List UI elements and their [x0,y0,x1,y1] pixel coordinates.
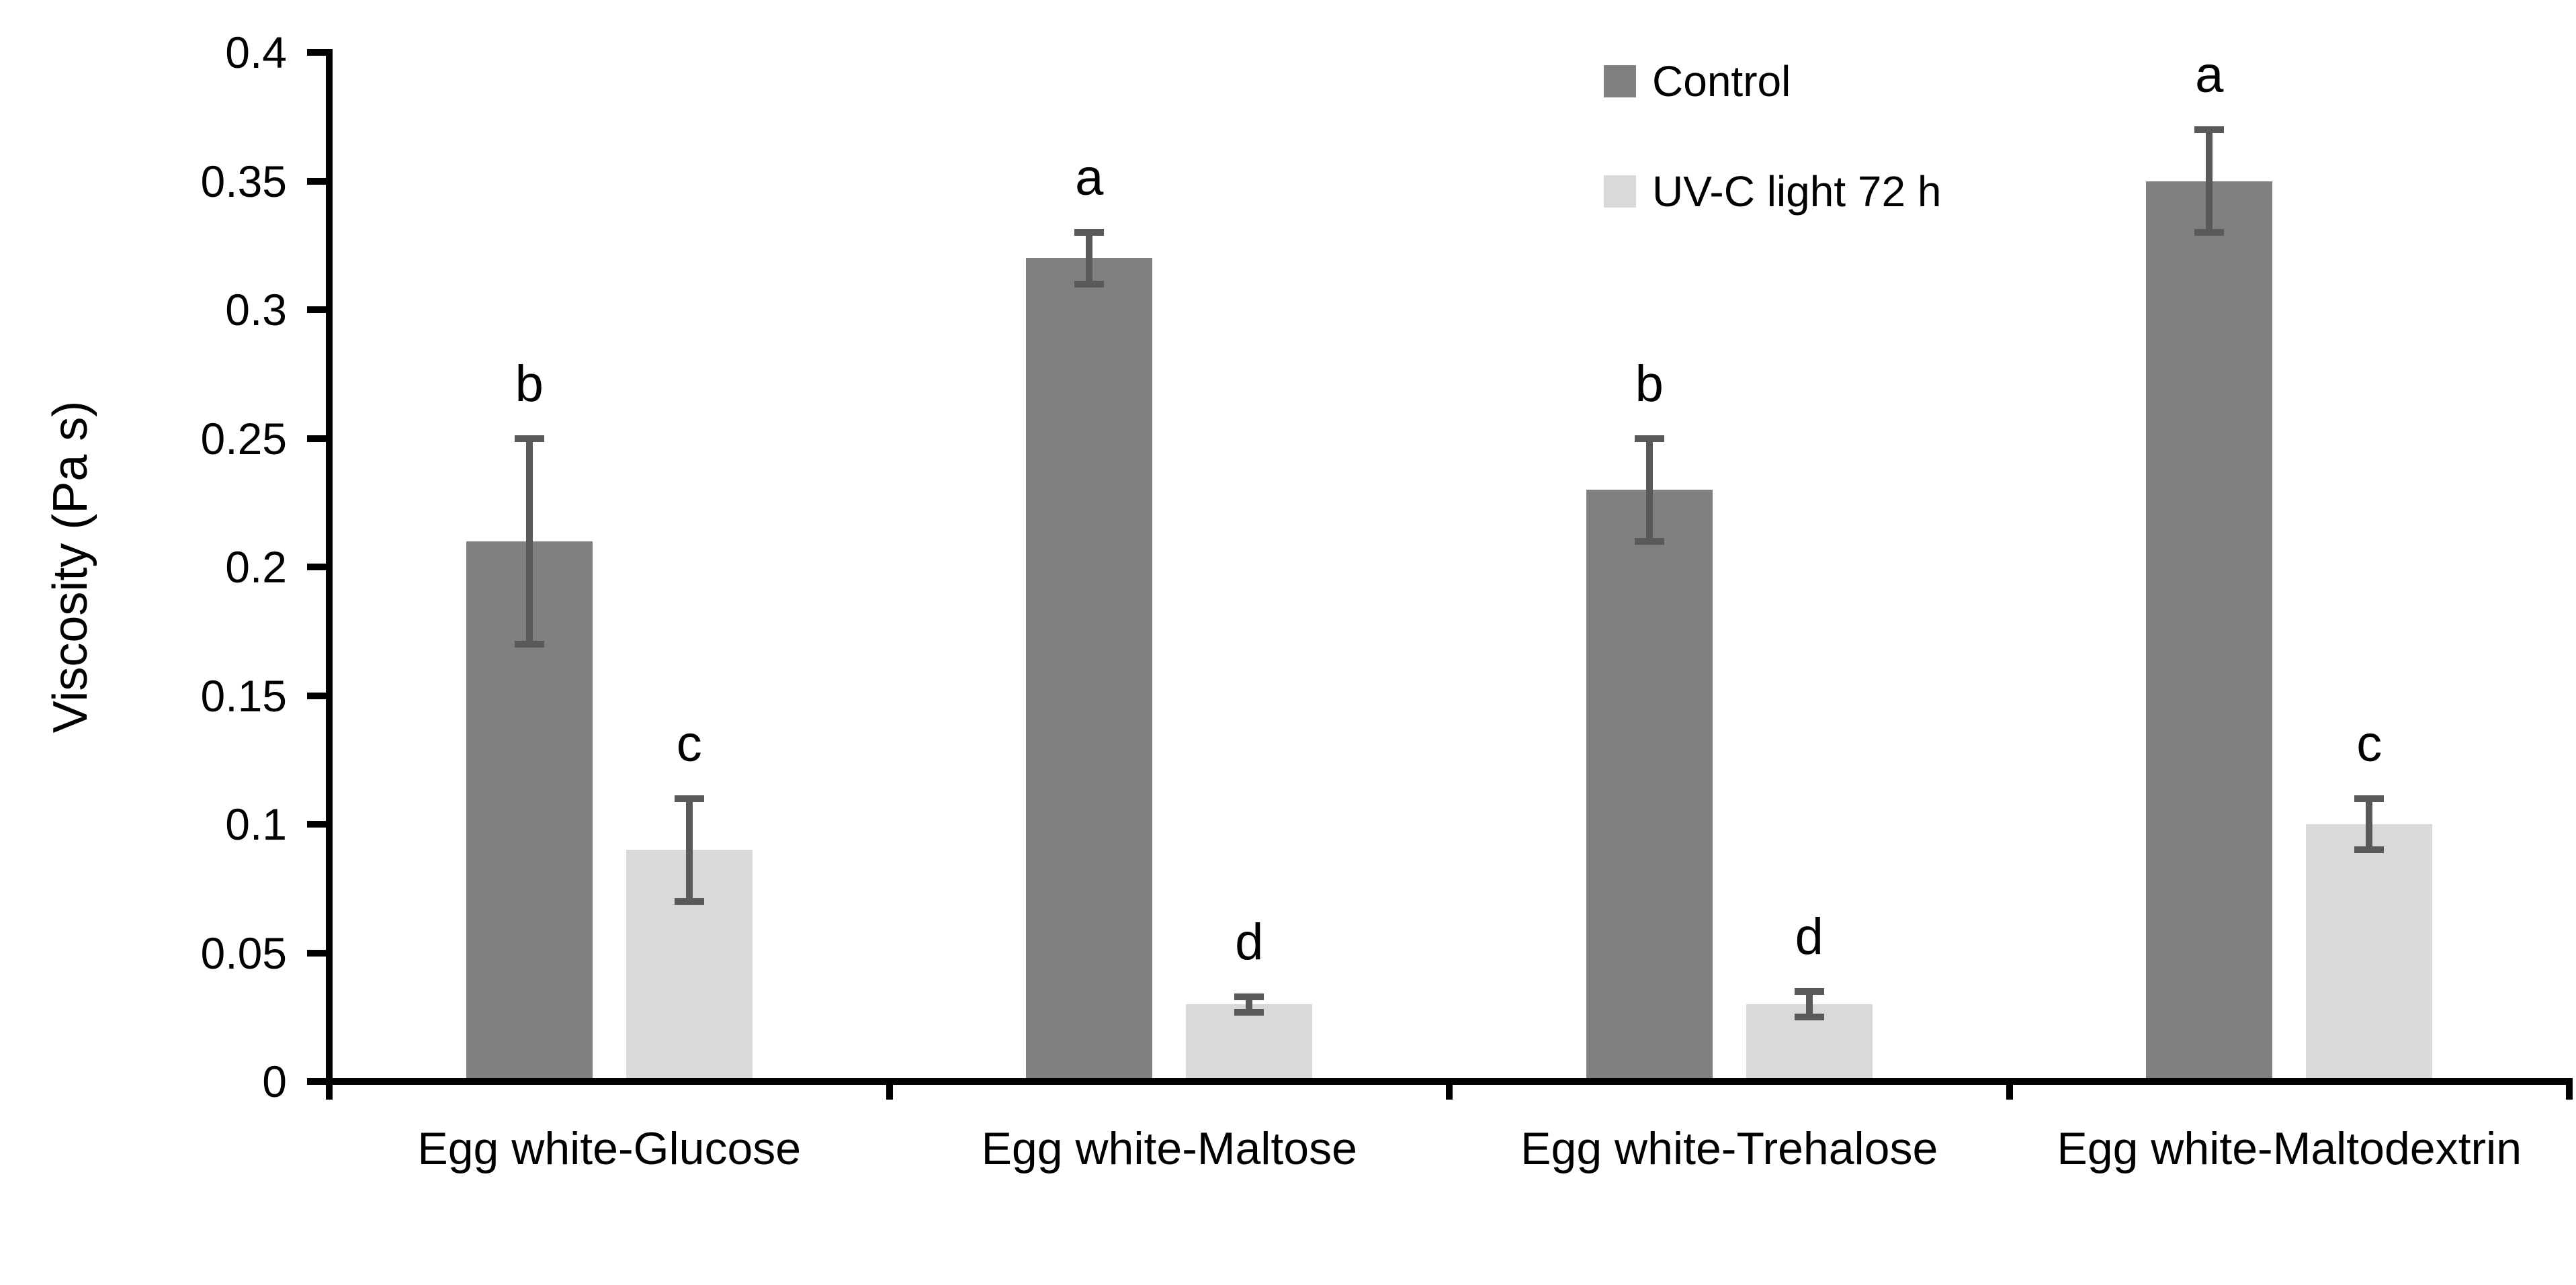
error-bar-line [685,798,693,901]
x-tick [326,1085,333,1100]
sig-letter-uv-c-light-72-h-egg-white-glucose: c [676,715,702,772]
x-tick [2006,1085,2013,1100]
bar-control-egg-white-maltose [1026,258,1153,1081]
y-tick-label: 0.15 [200,670,287,721]
y-tick-label: 0.35 [200,156,287,206]
error-bar-cap-bottom [514,640,544,648]
error-bar-cap-top [2194,126,2225,133]
x-category-label-egg-white-glucose: Egg white-Glucose [417,1123,802,1174]
error-bar-cap-bottom [2354,846,2385,854]
y-tick [307,1078,326,1085]
error-bar-line [1246,996,1253,1012]
y-tick-label: 0.05 [200,928,287,978]
error-bar-line [2366,798,2373,850]
x-tick [1446,1085,1453,1100]
y-tick-label: 0.4 [225,28,287,77]
y-tick-label: 0 [262,1057,287,1106]
error-bar-cap-bottom [674,897,704,905]
y-tick [307,306,326,313]
legend-item-uvc: UV-C light 72 h [1604,167,1941,216]
y-tick-label: 0.25 [200,413,287,463]
y-tick-label: 0.1 [225,799,287,849]
error-bar-line [2206,129,2213,233]
error-bar-cap-top [1074,229,1105,236]
y-tick [307,949,326,957]
x-category-label-egg-white-trehalose: Egg white-Trehalose [1520,1123,1938,1174]
sig-letter-uv-c-light-72-h-egg-white-trehalose: d [1795,907,1823,965]
legend-item-control: Control [1604,57,1941,105]
x-tick [2566,1085,2573,1100]
y-tick-label: 0.3 [225,285,287,335]
error-bar-line [1805,991,1813,1018]
error-bar-cap-bottom [1794,1014,1824,1021]
error-bar-cap-top [1634,435,1664,442]
error-bar-line [1645,438,1653,541]
error-bar-cap-bottom [2194,229,2225,236]
legend-label-control: Control [1652,57,1791,105]
error-bar-cap-top [514,435,544,442]
sig-letter-control-egg-white-glucose: b [515,355,544,412]
error-bar-cap-top [1234,993,1264,1000]
error-bar-cap-bottom [1074,280,1105,287]
x-axis-line [326,1078,2573,1085]
sig-letter-uv-c-light-72-h-egg-white-maltodextrin: c [2356,715,2382,772]
error-bar-cap-top [674,795,704,802]
bar-control-egg-white-maltodextrin [2146,181,2273,1081]
bar-uv-c-light-72-h-egg-white-maltose [1186,1004,1313,1081]
error-bar-cap-top [1794,987,1824,995]
sig-letter-control-egg-white-maltodextrin: a [2195,46,2224,103]
legend: Control UV-C light 72 h [1604,57,1941,284]
bar-control-egg-white-trehalose [1586,490,1713,1081]
legend-label-uvc: UV-C light 72 h [1652,167,1942,216]
sig-letter-uv-c-light-72-h-egg-white-maltose: d [1235,913,1264,971]
error-bar-line [525,438,533,644]
legend-swatch-uvc [1604,175,1636,208]
legend-swatch-control [1604,65,1636,97]
error-bar-cap-bottom [1634,537,1664,545]
y-tick [307,49,326,56]
x-category-label-egg-white-maltose: Egg white-Maltose [981,1123,1357,1174]
sig-letter-control-egg-white-maltose: a [1075,149,1104,207]
y-axis-line [326,49,333,1085]
y-tick [307,821,326,828]
y-tick [307,435,326,442]
x-category-label-egg-white-maltodextrin: Egg white-Maltodextrin [2057,1123,2522,1174]
error-bar-cap-bottom [1234,1008,1264,1016]
y-tick [307,564,326,570]
y-tick [307,692,326,699]
error-bar-line [1086,232,1093,284]
error-bar-cap-top [2354,795,2385,802]
y-tick-label: 0.2 [225,542,287,592]
sig-letter-control-egg-white-trehalose: b [1635,355,1664,412]
y-tick [307,177,326,185]
bar-uv-c-light-72-h-egg-white-maltodextrin [2306,824,2433,1081]
x-tick [886,1085,893,1100]
